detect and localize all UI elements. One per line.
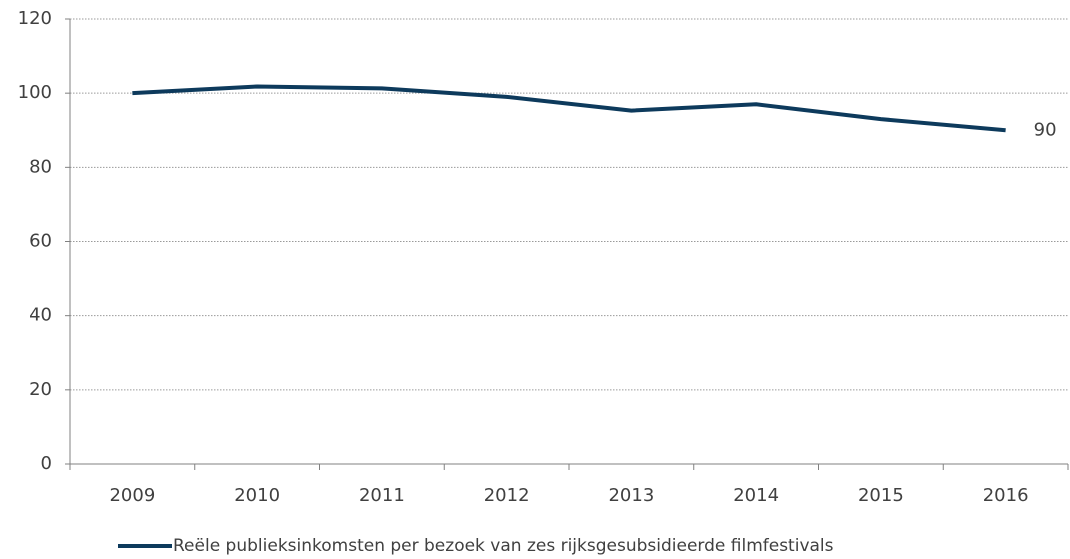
x-tick-label: 2009 [109, 485, 155, 506]
x-tick-label: 2013 [608, 485, 654, 506]
y-tick-label: 60 [29, 231, 52, 252]
x-tick-label: 2012 [484, 485, 530, 506]
legend-label: Reële publieksinkomsten per bezoek van z… [173, 536, 834, 556]
x-tick-label: 2014 [733, 485, 779, 506]
y-tick-label: 0 [41, 453, 52, 474]
x-tick-label: 2015 [858, 485, 904, 506]
y-tick-label: 100 [18, 82, 52, 103]
x-tick-label: 2011 [359, 485, 405, 506]
x-tick-label: 2016 [983, 485, 1029, 506]
y-tick-label: 80 [29, 156, 52, 177]
line [132, 84, 1006, 133]
y-tick-label: 40 [29, 305, 52, 326]
y-tick-label: 120 [18, 8, 52, 29]
y-tick-label: 20 [29, 379, 52, 400]
data-label: 90 [1034, 119, 1057, 140]
x-tick-label: 2010 [234, 485, 280, 506]
